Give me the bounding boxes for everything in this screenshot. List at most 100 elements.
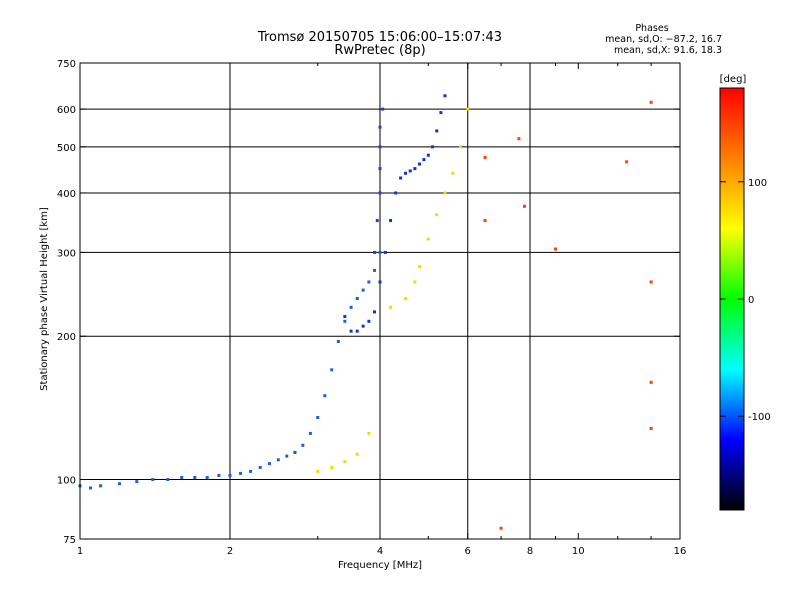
y-tick-label: 500: [57, 143, 76, 154]
data-point: [417, 265, 421, 269]
data-point: [378, 167, 382, 171]
data-point: [367, 431, 371, 435]
data-point: [378, 125, 382, 129]
data-point: [435, 129, 439, 133]
data-point: [553, 247, 557, 251]
data-point: [166, 478, 170, 482]
data-point: [649, 380, 653, 384]
data-point: [426, 153, 430, 157]
x-tick-label: 4: [377, 546, 383, 557]
data-point: [458, 145, 462, 149]
y-tick-label: 400: [57, 189, 76, 200]
data-point: [239, 471, 243, 475]
data-point: [323, 394, 327, 398]
data-point: [417, 162, 421, 166]
y-tick-label: 750: [57, 59, 76, 70]
x-tick-label: 2: [227, 546, 233, 557]
data-point: [349, 305, 353, 309]
data-point: [439, 111, 443, 115]
data-point: [293, 450, 297, 454]
x-axis-label: Frequency [MHz]: [338, 560, 422, 571]
data-point: [443, 191, 447, 195]
data-point: [276, 458, 280, 462]
data-point: [483, 155, 487, 159]
data-point: [649, 426, 653, 430]
data-point: [355, 297, 359, 301]
y-tick-label: 300: [57, 248, 76, 259]
data-point: [117, 482, 121, 486]
data-point: [517, 137, 521, 141]
data-point: [361, 288, 365, 292]
data-point: [343, 319, 347, 323]
data-point: [316, 469, 320, 473]
data-point: [375, 219, 379, 223]
data-point: [228, 473, 232, 477]
data-point: [381, 107, 385, 111]
data-point: [367, 319, 371, 323]
colorbar-tick-label: 0: [748, 295, 754, 306]
y-tick-label: 75: [63, 535, 76, 546]
x-tick-label: 16: [674, 546, 687, 557]
data-point: [355, 329, 359, 333]
x-tick-label: 10: [572, 546, 585, 557]
data-point: [378, 191, 382, 195]
chart-title-line1: Tromsø 20150705 15:06:00–15:07:43: [257, 30, 502, 45]
data-point: [151, 478, 155, 482]
data-point: [267, 462, 271, 466]
y-tick-label: 200: [57, 332, 76, 343]
data-point: [258, 465, 262, 469]
data-point: [389, 219, 393, 223]
data-point: [431, 145, 435, 149]
data-point: [426, 237, 430, 241]
data-point: [355, 452, 359, 456]
x-tick-label: 6: [465, 546, 471, 557]
data-point: [330, 368, 334, 372]
data-point: [373, 310, 377, 314]
data-point: [367, 280, 371, 284]
chart-title-line2: RwPretec (8p): [334, 43, 425, 58]
colorbar: [deg] 100 0 -100: [719, 74, 771, 511]
data-point: [301, 443, 305, 447]
data-point: [378, 145, 382, 149]
data-point: [435, 213, 439, 217]
data-point: [249, 469, 253, 473]
data-point: [413, 167, 417, 171]
data-point: [403, 297, 407, 301]
data-point: [499, 526, 503, 530]
data-point: [349, 329, 353, 333]
data-point: [217, 473, 221, 477]
data-point: [285, 454, 289, 458]
data-point: [399, 176, 403, 180]
data-point: [649, 280, 653, 284]
data-point: [389, 305, 393, 309]
data-point: [89, 486, 93, 490]
x-tick-label: 1: [77, 546, 83, 557]
colorbar-tick-label: 100: [748, 178, 767, 189]
data-point: [408, 169, 412, 173]
data-point: [330, 465, 334, 469]
data-point: [193, 475, 197, 479]
data-point: [625, 160, 629, 164]
colorbar-label: [deg]: [720, 74, 747, 85]
y-axis-label: Stationary phase Virtual Height [km]: [39, 207, 50, 391]
data-point: [135, 480, 139, 484]
colorbar-ticks: 100 0 -100: [719, 87, 771, 511]
data-point: [443, 94, 447, 98]
data-point: [373, 250, 377, 254]
data-point: [483, 219, 487, 223]
data-point: [466, 107, 470, 111]
data-point: [373, 268, 377, 272]
data-point: [316, 415, 320, 419]
data-point: [378, 250, 382, 254]
data-point: [308, 431, 312, 435]
data-point: [361, 324, 365, 328]
data-point: [523, 204, 527, 208]
phases-mean-x: mean, sd,X: 91.6, 18.3: [614, 45, 722, 56]
data-point: [649, 100, 653, 104]
data-point: [451, 171, 455, 175]
colorbar-frame: [719, 87, 745, 511]
grid-lines: [80, 63, 680, 539]
data-point: [99, 484, 103, 488]
colorbar-tick-label: -100: [748, 412, 771, 423]
